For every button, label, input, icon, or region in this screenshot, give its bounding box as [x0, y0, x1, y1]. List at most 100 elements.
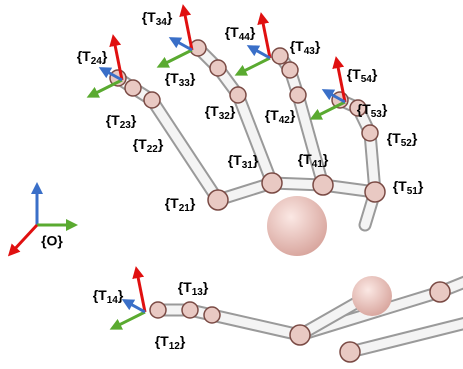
label-part: {T — [393, 178, 407, 194]
label-part: } — [323, 151, 329, 167]
x-axis — [12, 225, 37, 252]
label-subscript: 21 — [179, 203, 191, 214]
label-part: } — [418, 178, 424, 194]
frame-label: {T34} — [142, 9, 173, 28]
joint — [340, 342, 360, 362]
label-part: {T — [387, 130, 401, 146]
z-axis — [137, 272, 145, 312]
label-part: {T — [298, 151, 312, 167]
label-part: {T — [142, 9, 156, 25]
frame-label: {T33} — [165, 70, 196, 89]
joint — [150, 302, 166, 318]
y-axis — [92, 80, 122, 95]
label-part: } — [412, 130, 418, 146]
label-part: {T — [106, 112, 120, 128]
label-part: } — [372, 66, 378, 82]
label-part: {T — [133, 136, 147, 152]
label-part: {T — [165, 70, 179, 86]
label-subscript: 52 — [401, 138, 413, 149]
frame-label: {T21} — [165, 195, 196, 214]
frame-label: {T32} — [205, 103, 236, 122]
y-axis — [240, 58, 270, 73]
label-part: } — [102, 48, 108, 64]
frame-label: {T52} — [387, 130, 418, 149]
label-part: {T — [265, 107, 279, 123]
label-subscript: 42 — [279, 115, 291, 126]
label-part: {T — [93, 287, 107, 303]
palm-ball — [267, 196, 327, 256]
label-part: } — [158, 136, 164, 152]
joint — [282, 62, 298, 78]
joint — [430, 282, 450, 302]
label-part: } — [230, 103, 236, 119]
label-subscript: 43 — [304, 46, 316, 57]
label-part: {T — [290, 38, 304, 54]
joint — [290, 325, 310, 345]
joint — [272, 48, 288, 64]
label-subscript: 23 — [120, 120, 132, 131]
y-axis — [162, 50, 192, 65]
frame-label: {T12} — [155, 333, 186, 352]
label-subscript: 33 — [179, 78, 191, 89]
bone-highlight — [212, 315, 300, 335]
label-subscript: 53 — [371, 109, 383, 120]
frame-label: {T54} — [347, 66, 378, 85]
label-subscript: 32 — [219, 111, 231, 122]
joint — [125, 80, 141, 96]
label-part: } — [315, 38, 321, 54]
label-part: } — [131, 112, 137, 128]
label-part: {T — [347, 66, 361, 82]
label-subscript: 13 — [192, 287, 204, 298]
label-part: {T — [77, 48, 91, 64]
label-part: {T — [205, 103, 219, 119]
bone-highlight — [350, 322, 463, 352]
label-part: {T — [155, 333, 169, 349]
y-axis — [315, 102, 345, 117]
label-subscript: 24 — [91, 56, 103, 67]
bone-highlight — [298, 95, 323, 185]
label-part: } — [190, 195, 196, 211]
joint — [230, 87, 246, 103]
joint — [210, 60, 226, 76]
hand-diagram: {T34}{T44}{T43}{T24}{T54}{T33}{T53}{T23}… — [0, 0, 463, 369]
hand-skeleton — [110, 40, 463, 362]
joint — [290, 87, 306, 103]
label-subscript: 12 — [169, 341, 181, 352]
origin-label: {O} — [41, 233, 63, 249]
frame-label: {T42} — [265, 107, 296, 126]
label-part: {T — [357, 101, 371, 117]
label-part: {T — [178, 279, 192, 295]
label-subscript: 44 — [239, 32, 251, 43]
joint — [313, 175, 333, 195]
joint — [365, 182, 385, 202]
frame-label: {T44} — [225, 24, 256, 43]
joint — [208, 190, 228, 210]
joint — [204, 307, 220, 323]
frame-label: {T22} — [133, 136, 164, 155]
label-part: } — [118, 287, 124, 303]
label-part: {T — [225, 24, 239, 40]
joint — [362, 125, 378, 141]
label-part: } — [250, 24, 256, 40]
label-subscript: 31 — [242, 160, 254, 171]
joint — [182, 302, 198, 318]
label-subscript: 51 — [407, 186, 419, 197]
frame-label: {T23} — [106, 112, 137, 131]
z-axis — [262, 18, 270, 58]
frame-label: {T14} — [93, 287, 124, 306]
frame-label: {T13} — [178, 279, 209, 298]
label-subscript: 34 — [156, 17, 168, 28]
label-part: } — [180, 333, 186, 349]
label-part: } — [203, 279, 209, 295]
frame-label: {T24} — [77, 48, 108, 67]
label-part: {T — [165, 195, 179, 211]
label-part: } — [253, 152, 259, 168]
joint — [144, 92, 160, 108]
frame-label: {T43} — [290, 38, 321, 57]
label-part: {T — [228, 152, 242, 168]
label-subscript: 22 — [147, 144, 159, 155]
label-part: } — [167, 9, 173, 25]
wrist-ball — [352, 276, 392, 316]
label-part: } — [190, 70, 196, 86]
label-subscript: 41 — [312, 159, 324, 170]
